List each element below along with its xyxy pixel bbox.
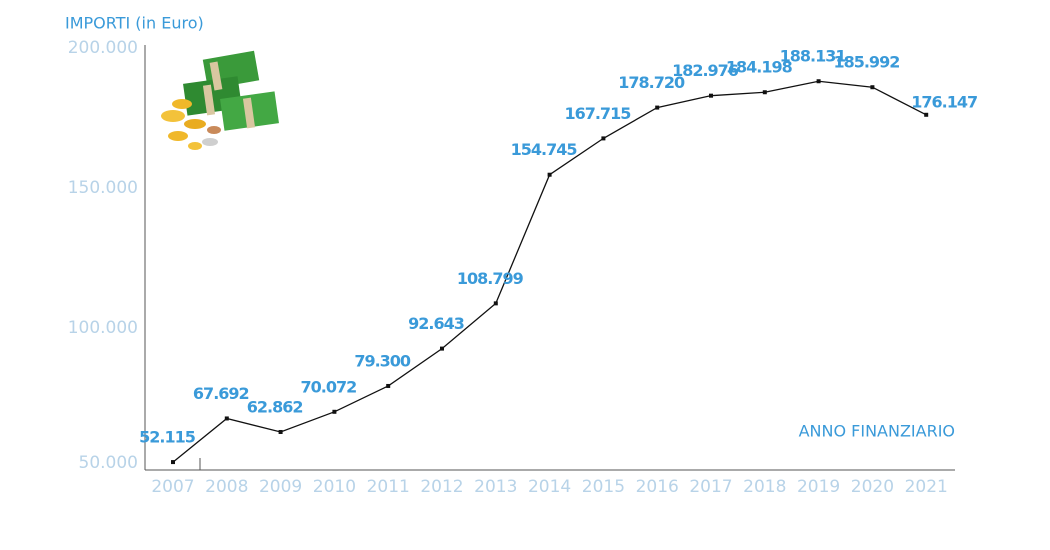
x-tick-label: 2014	[528, 477, 571, 497]
point	[171, 460, 175, 465]
y-tick-label: 100.000	[68, 318, 138, 338]
x-tick-label: 2013	[474, 477, 517, 497]
x-tick-label: 2021	[905, 477, 948, 497]
value-label: 184.198	[726, 58, 793, 77]
value-label: 176.147	[911, 92, 977, 111]
x-tick-label: 2017	[689, 477, 732, 497]
point	[386, 383, 391, 388]
x-tick-label: 2008	[205, 477, 248, 497]
x-axis-title: ANNO FINANZIARIO	[799, 422, 955, 441]
x-tick-label: 2015	[582, 477, 625, 497]
value-label: 79.300	[354, 351, 411, 370]
point	[816, 79, 821, 84]
point	[278, 429, 283, 434]
money-icon	[161, 50, 279, 150]
point	[224, 416, 229, 421]
value-label: 108.799	[457, 269, 524, 288]
x-tick-label: 2019	[797, 477, 840, 497]
point	[547, 172, 552, 177]
y-tick-label: 150.000	[68, 178, 138, 198]
point	[493, 301, 498, 306]
value-label: 185.992	[833, 53, 899, 72]
x-tick-label: 2018	[743, 477, 786, 497]
x-tick-label: 2012	[420, 477, 463, 497]
value-label: 188.131	[780, 47, 847, 66]
value-label: 182.976	[672, 61, 739, 80]
value-label: 92.643	[408, 314, 464, 333]
x-tick-label: 2009	[259, 477, 302, 497]
point	[655, 105, 660, 110]
x-tick-label: 2007	[151, 477, 194, 497]
point	[709, 93, 713, 98]
point	[440, 346, 444, 351]
point	[601, 136, 606, 141]
x-tick-label: 2020	[851, 477, 894, 497]
value-label: 167.715	[564, 104, 631, 123]
point	[332, 409, 337, 414]
y-axis-title: IMPORTI (in Euro)	[65, 14, 204, 33]
value-label: 52.115	[139, 428, 196, 447]
y-tick-label: 200.000	[68, 38, 138, 58]
value-label: 154.745	[511, 140, 578, 159]
value-label: 62.862	[247, 397, 303, 416]
x-tick-label: 2010	[313, 477, 356, 497]
value-label: 70.072	[301, 377, 357, 396]
y-tick-label: 50.000	[79, 453, 138, 473]
value-label: 178.720	[618, 73, 685, 92]
x-tick-label: 2011	[367, 477, 410, 497]
point	[870, 85, 875, 90]
point	[924, 112, 929, 117]
value-label: 67.692	[193, 384, 249, 403]
x-tick-label: 2016	[636, 477, 679, 497]
point	[762, 90, 767, 95]
